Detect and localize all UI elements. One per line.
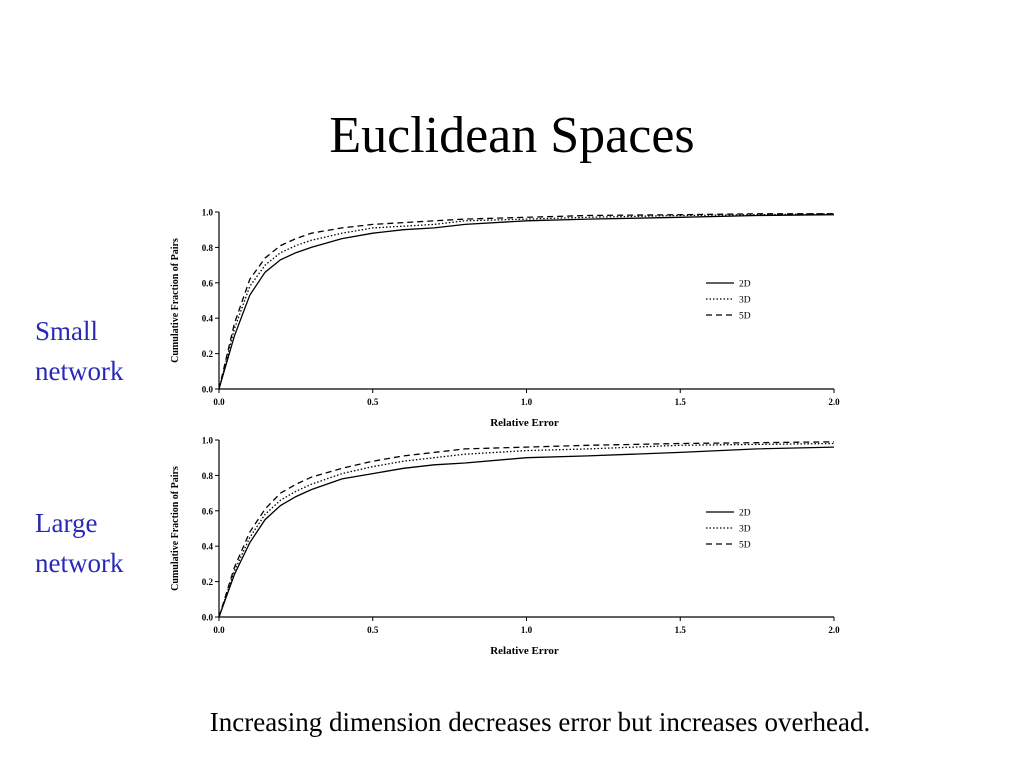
slide-title: Euclidean Spaces (329, 107, 695, 164)
chart-small-network: 0.0 0.2 0.4 0.6 0.8 1.0 0.0 0.5 1.0 1.5 2.0 Relativ… (170, 208, 840, 430)
series-line-3d (218, 213, 835, 390)
y-tick-label: 0.8 (202, 243, 214, 253)
y-tick-label: 0.6 (202, 278, 214, 288)
x-tick-label: 2.0 (828, 625, 840, 635)
y-tick-label: 0.0 (202, 613, 214, 623)
y-tick-label: 0.6 (202, 506, 214, 516)
x-tick-label: 0.0 (213, 397, 225, 407)
legend-label-2d: 2D (739, 280, 751, 290)
legend-label-5d: 5D (739, 312, 751, 322)
legend-label-2d: 2D (739, 509, 751, 519)
y-tick-label: 0.8 (202, 471, 214, 481)
x-tick-label: 0.5 (367, 625, 379, 635)
series-line-2d (218, 446, 835, 618)
y-tick-label: 0.4 (202, 542, 214, 552)
small-network-label-line2: network (35, 356, 124, 386)
x-tick-label: 0.0 (213, 625, 225, 635)
y-axis-label: Cumulative Fraction of Pairs (170, 238, 181, 363)
y-tick-label: 1.0 (202, 208, 214, 218)
footer-caption: Increasing dimension decreases error but… (209, 707, 871, 737)
legend-label-3d: 3D (739, 525, 751, 535)
x-tick-label: 1.0 (521, 397, 533, 407)
large-network-label-line1: Large (35, 508, 98, 538)
x-axis-label: Relative Error (490, 417, 559, 429)
legend-label-3d: 3D (739, 296, 751, 306)
series-line-5d (218, 441, 835, 618)
small-network-label: Small network (35, 311, 123, 391)
y-tick-label: 0.2 (202, 577, 214, 587)
large-network-label-line2: network (35, 548, 124, 578)
y-tick-label: 0.4 (202, 314, 214, 324)
small-network-label-line1: Small (35, 316, 99, 346)
x-tick-label: 2.0 (828, 397, 840, 407)
series-line-5d (218, 213, 834, 390)
y-tick-label: 0.2 (202, 349, 214, 359)
x-tick-label: 1.5 (675, 625, 687, 635)
legend-label-5d: 5D (739, 541, 751, 551)
y-axis-label: Cumulative Fraction of Pairs (170, 466, 181, 591)
x-tick-label: 1.5 (675, 397, 687, 407)
y-tick-label: 1.0 (202, 436, 214, 446)
series-line-2d (218, 214, 835, 390)
series-line-3d (218, 442, 835, 618)
x-tick-label: 0.5 (367, 397, 379, 407)
y-tick-label: 0.0 (202, 385, 214, 395)
x-axis-label: Relative Error (490, 645, 559, 657)
large-network-label: Large network (35, 503, 123, 583)
chart-large-network: 0.0 0.2 0.4 0.6 0.8 1.0 0.0 0.5 1.0 1.5 2.0 Relativ… (170, 436, 840, 658)
x-tick-label: 1.0 (521, 625, 533, 635)
